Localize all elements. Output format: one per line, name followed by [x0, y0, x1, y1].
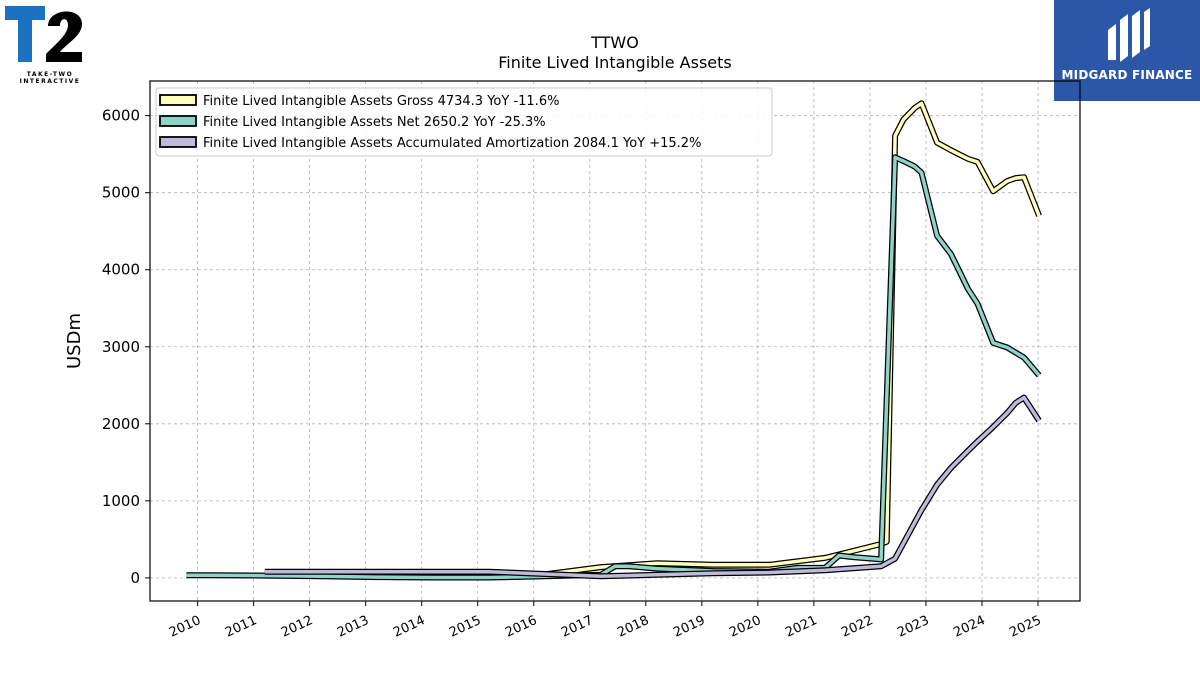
legend-swatch	[159, 94, 197, 106]
chart-subtitle: Finite Lived Intangible Assets	[498, 53, 731, 72]
take-two-logo: TAKE-TWO INTERACTIVE	[4, 4, 88, 85]
y-tick-label: 5000	[102, 184, 140, 202]
series-stroke	[186, 155, 1041, 580]
legend-item: Finite Lived Intangible Assets Gross 473…	[159, 94, 559, 109]
y-tick-label: 0	[130, 569, 140, 587]
x-tick-label: 2018	[615, 613, 651, 641]
t2-logo-caption: TAKE-TWO INTERACTIVE	[16, 71, 84, 85]
plot-frame	[149, 80, 1081, 602]
legend-swatch	[159, 115, 197, 127]
t2-logo-caption-line2: INTERACTIVE	[19, 78, 81, 85]
y-tick-label: 4000	[102, 261, 140, 279]
x-tick-label: 2019	[671, 613, 707, 641]
chart-grid	[150, 81, 1080, 601]
series-outline	[186, 154, 1042, 581]
x-axis: 2010 2011 2012 2013 2014 2015 2016 2017 2018 2019…	[167, 601, 1044, 641]
legend-label: Finite Lived Intangible Assets Accumulat…	[203, 136, 701, 151]
series-outline	[264, 394, 1042, 580]
legend-box	[155, 87, 773, 157]
x-tick-label: 2016	[503, 613, 539, 641]
x-tick-label: 2020	[727, 613, 763, 641]
y-axis-label: USDm	[64, 313, 85, 369]
t2-logo-caption-line1: TAKE-TWO	[26, 71, 74, 78]
series-line-2	[186, 154, 1042, 581]
x-tick-label: 2017	[559, 613, 595, 641]
y-tick-label: 6000	[102, 107, 140, 125]
chart-series-lines	[186, 100, 1042, 581]
y-tick-label: 2000	[102, 415, 140, 433]
series-line-3	[264, 394, 1042, 580]
x-tick-label: 2012	[279, 613, 315, 641]
legend-item: Finite Lived Intangible Assets Net 2650.…	[159, 115, 546, 130]
legend-label: Finite Lived Intangible Assets Net 2650.…	[203, 115, 546, 130]
x-tick-label: 2015	[447, 613, 483, 641]
x-tick-label: 2022	[839, 613, 875, 641]
x-tick-label: 2024	[951, 613, 987, 641]
midgard-finance-logo: MIDGARD FINANCE	[1054, 0, 1200, 101]
x-tick-label: 2023	[895, 613, 931, 641]
y-tick-label: 3000	[102, 338, 140, 356]
legend-label: Finite Lived Intangible Assets Gross 473…	[203, 94, 559, 109]
y-tick-label: 1000	[102, 492, 140, 510]
y-axis: 0 1000 2000 3000 4000 5000 6000	[102, 107, 150, 587]
x-tick-label: 2021	[783, 613, 819, 641]
x-tick-label: 2010	[167, 613, 203, 641]
legend-item: Finite Lived Intangible Assets Accumulat…	[159, 136, 701, 151]
x-tick-label: 2025	[1007, 613, 1043, 641]
chart-legend: Finite Lived Intangible Assets Gross 473…	[155, 87, 773, 157]
midgard-finance-wordmark: MIDGARD FINANCE	[1061, 68, 1193, 82]
x-tick-label: 2014	[391, 613, 427, 641]
x-tick-label: 2013	[335, 613, 371, 641]
x-tick-label: 2011	[223, 613, 259, 641]
legend-swatch	[159, 136, 197, 148]
t2-logo-mark	[5, 6, 82, 62]
midgard-emblem-icon	[1108, 8, 1150, 62]
series-stroke	[264, 395, 1041, 579]
chart-title: TTWO	[590, 33, 639, 52]
